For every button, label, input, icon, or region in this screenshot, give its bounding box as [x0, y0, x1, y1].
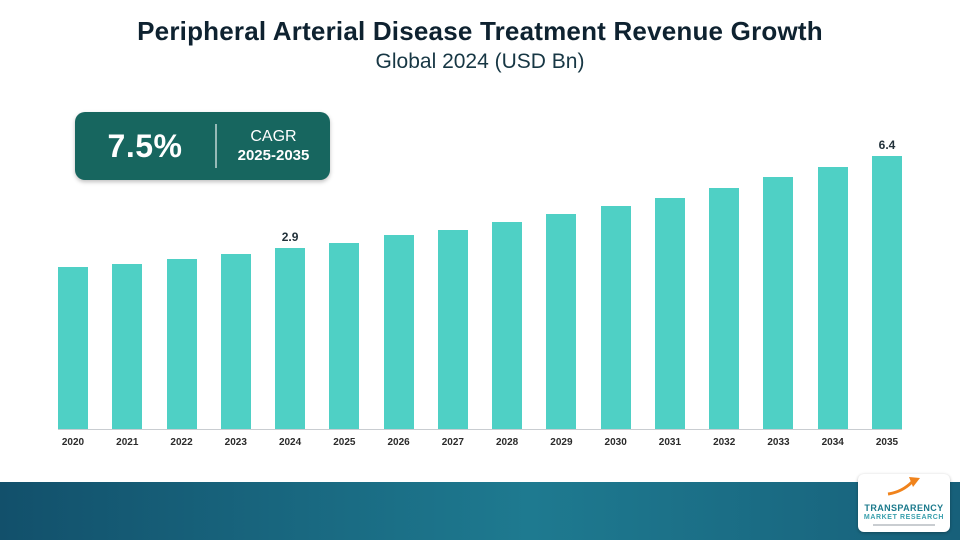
x-axis-label: 2025	[333, 437, 356, 448]
company-logo: TRANSPARENCY MARKET RESEARCH	[858, 474, 950, 532]
bar-2024: 2.9	[275, 230, 306, 429]
cagr-value: 7.5%	[107, 127, 183, 164]
bar-2034	[817, 167, 848, 429]
bar-2035: 6.4	[871, 138, 902, 429]
bar-2028	[492, 222, 523, 429]
x-axis-label: 2029	[550, 437, 573, 448]
x-axis: 2020 2021 2022 2023 2024 2025 2026 2027 2028 2029…	[58, 437, 902, 448]
cagr-badge: 7.5% CAGR 2025-2035	[75, 112, 330, 180]
x-axis-label: 2032	[713, 437, 736, 448]
page-subtitle: Global 2024 (USD Bn)	[375, 50, 585, 73]
x-axis-label: 2031	[658, 437, 682, 448]
bar-2029	[546, 214, 577, 429]
logo-text-market-research: MARKET RESEARCH	[863, 514, 945, 521]
bar-2031	[654, 198, 685, 429]
bar-2022	[166, 259, 197, 429]
x-axis-label: 2021	[116, 437, 139, 448]
revenue-bar-chart: 2.9 6.4 2020 2021 2022 2023 2024 2025 2026 2027 2…	[58, 130, 902, 448]
bar-2027	[437, 230, 468, 429]
arrow-up-icon	[884, 476, 924, 501]
cagr-label: CAGR	[250, 127, 297, 145]
footer-band	[0, 482, 960, 540]
x-axis-label: 2030	[604, 437, 627, 448]
x-axis-label: 2024	[278, 437, 302, 448]
bar-2033	[763, 177, 794, 429]
bar-2021	[112, 264, 143, 429]
x-axis-label: 2033	[767, 437, 790, 448]
x-axis-label: 2028	[496, 437, 519, 448]
bar-2023	[220, 254, 251, 429]
bar-2025	[329, 243, 360, 429]
bar-value-label: 2.9	[281, 230, 299, 244]
x-axis-label: 2034	[821, 437, 844, 448]
x-axis-label: 2027	[441, 437, 464, 448]
x-axis-label: 2035	[875, 437, 899, 448]
page-title: Peripheral Arterial Disease Treatment Re…	[137, 16, 823, 46]
logo-tagline-rule	[873, 524, 935, 526]
x-axis-label: 2026	[387, 437, 410, 448]
badge-divider	[215, 124, 217, 168]
cagr-range: 2025-2035	[237, 146, 310, 164]
x-axis-label: 2022	[170, 437, 193, 448]
bar-value-label: 6.4	[878, 138, 896, 152]
x-axis-label: 2023	[224, 437, 247, 448]
logo-text-transparency: TRANSPARENCY	[864, 503, 944, 513]
chart-plot-area: 2.9 6.4	[58, 130, 902, 430]
bar-2032	[709, 188, 740, 429]
bar-2020	[58, 267, 88, 429]
bar-2026	[383, 235, 414, 429]
bar-2030	[600, 206, 631, 429]
x-axis-label: 2020	[61, 437, 85, 448]
